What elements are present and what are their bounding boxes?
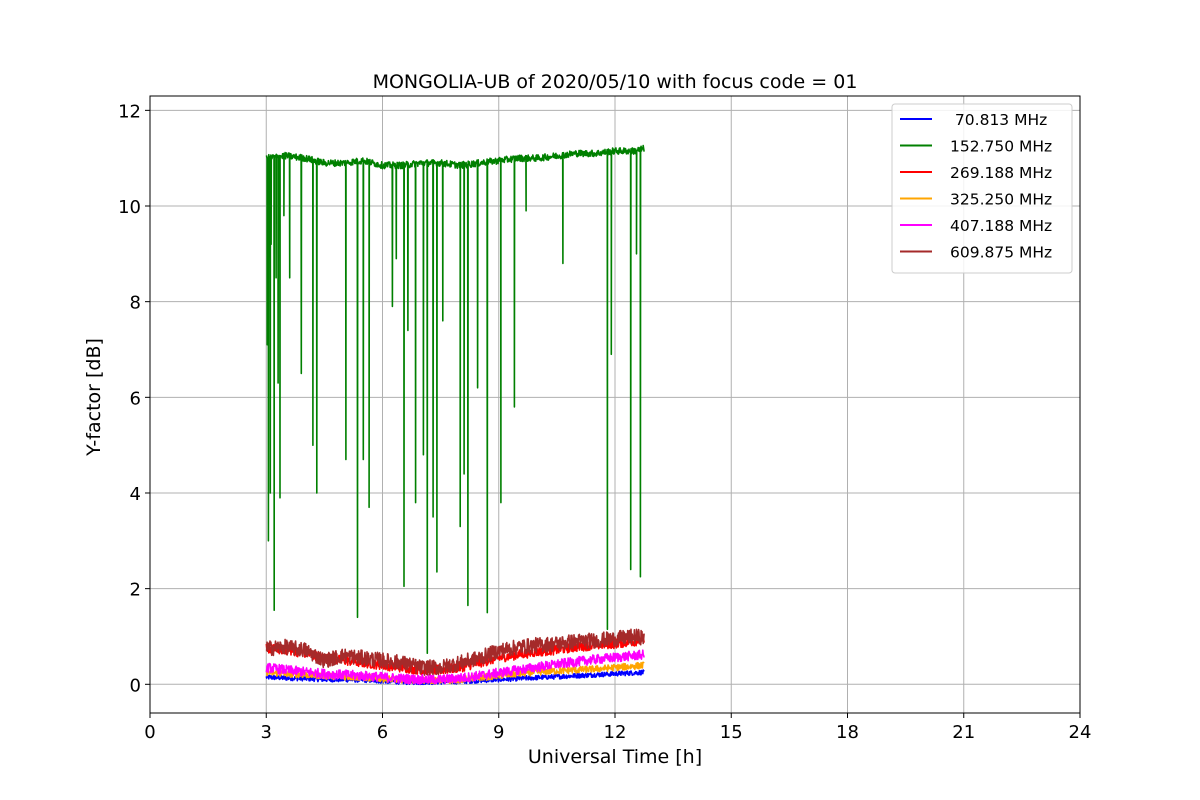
x-tick-label: 18 — [836, 722, 859, 743]
y-tick-label: 0 — [130, 675, 141, 696]
x-tick-label: 0 — [144, 722, 155, 743]
x-tick-label: 3 — [261, 722, 272, 743]
series-line-609-875-mhz — [265, 628, 645, 676]
x-axis-label: Universal Time [h] — [528, 746, 702, 768]
x-tick-label: 6 — [377, 722, 388, 743]
y-tick-label: 6 — [130, 388, 141, 409]
series-line-152-750-mhz — [265, 144, 645, 654]
legend: 70.813 MHz 152.750 MHz 269.188 MHz 325.250 … — [891, 103, 1073, 274]
legend-entry-label: 70.813 MHz — [950, 111, 1047, 129]
x-tick-label: 24 — [1069, 722, 1092, 743]
legend-entry-label: 609.875 MHz — [950, 244, 1052, 262]
legend-entry-label: 269.188 MHz — [950, 164, 1052, 182]
chart-title: MONGOLIA-UB of 2020/05/10 with focus cod… — [373, 71, 858, 93]
y-tick-label: 10 — [118, 197, 141, 218]
legend-box — [891, 103, 1073, 274]
y-tick-label: 2 — [130, 580, 141, 601]
y-tick-label: 4 — [130, 484, 141, 505]
legend-entry-label: 407.188 MHz — [950, 217, 1052, 235]
x-tick-label: 12 — [604, 722, 627, 743]
legend-entry-label: 325.250 MHz — [950, 191, 1052, 209]
y-axis-label: Y-factor [dB] — [83, 338, 105, 457]
x-tick-label: 15 — [720, 722, 743, 743]
y-tick-label: 12 — [118, 101, 141, 122]
series-line-407-188-mhz — [265, 649, 645, 685]
legend-entry-label: 152.750 MHz — [950, 138, 1052, 156]
x-tick-label: 9 — [493, 722, 504, 743]
y-tick-label: 8 — [130, 293, 141, 314]
x-tick-label: 21 — [952, 722, 975, 743]
